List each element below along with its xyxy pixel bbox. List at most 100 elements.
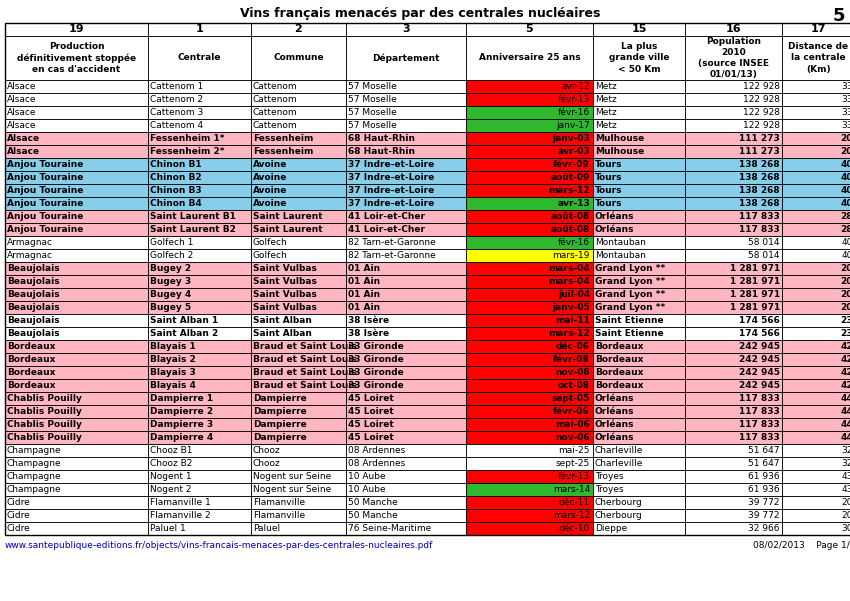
Text: 1 281 971: 1 281 971 <box>730 264 780 273</box>
Text: Chooz B2: Chooz B2 <box>150 459 192 468</box>
Text: 2: 2 <box>295 25 303 34</box>
Bar <box>782 444 850 457</box>
Text: Saint Laurent B1: Saint Laurent B1 <box>150 212 235 221</box>
Text: 33: 33 <box>842 95 850 104</box>
Text: 111 273: 111 273 <box>740 147 780 156</box>
Bar <box>685 405 782 418</box>
Bar <box>5 496 148 509</box>
Bar <box>5 522 148 535</box>
Text: mai-25: mai-25 <box>558 446 590 455</box>
Text: mai-11: mai-11 <box>555 316 590 325</box>
Bar <box>593 80 685 93</box>
Text: Chablis Pouilly: Chablis Pouilly <box>7 420 82 429</box>
Bar <box>346 522 466 535</box>
Bar <box>346 210 466 223</box>
Text: 32 966: 32 966 <box>749 524 780 533</box>
Text: Metz: Metz <box>595 121 617 130</box>
Bar <box>593 366 685 379</box>
Text: Fessenheim: Fessenheim <box>253 147 314 156</box>
Text: www.santepublique-editions.fr/objects/vins-francais-menaces-par-des-centrales-nu: www.santepublique-editions.fr/objects/vi… <box>5 541 434 550</box>
Text: nov-06: nov-06 <box>555 433 590 442</box>
Text: 20: 20 <box>842 498 850 507</box>
Text: Cattenom 3: Cattenom 3 <box>150 108 203 117</box>
Bar <box>251 197 346 210</box>
Text: Orléans: Orléans <box>595 212 634 221</box>
Bar <box>782 106 850 119</box>
Bar <box>346 405 466 418</box>
Text: Cidre: Cidre <box>7 498 31 507</box>
Text: Flamanville 1: Flamanville 1 <box>150 498 211 507</box>
Bar <box>593 93 685 106</box>
Bar <box>593 210 685 223</box>
Text: 40: 40 <box>841 199 850 208</box>
Text: Fessenheim 2*: Fessenheim 2* <box>150 147 224 156</box>
Text: 138 268: 138 268 <box>740 186 780 195</box>
Bar <box>148 158 251 171</box>
Bar <box>346 197 466 210</box>
Bar <box>5 80 148 93</box>
Bar <box>5 184 148 197</box>
Bar <box>148 132 251 145</box>
Bar <box>466 275 593 288</box>
Text: 28: 28 <box>841 212 850 221</box>
Text: févr-13: févr-13 <box>558 472 590 481</box>
Bar <box>5 327 148 340</box>
Bar <box>148 496 251 509</box>
Text: 40: 40 <box>842 251 850 260</box>
Text: 40: 40 <box>841 186 850 195</box>
Bar <box>685 236 782 249</box>
Bar <box>466 249 593 262</box>
Text: 61 936: 61 936 <box>748 472 780 481</box>
Bar <box>346 119 466 132</box>
Text: 242 945: 242 945 <box>739 342 780 351</box>
Bar <box>148 106 251 119</box>
Bar <box>5 210 148 223</box>
Text: 08 Ardennes: 08 Ardennes <box>348 459 405 468</box>
Bar <box>251 36 346 80</box>
Text: 39 772: 39 772 <box>749 511 780 520</box>
Text: Tours: Tours <box>595 199 622 208</box>
Bar <box>593 145 685 158</box>
Bar <box>5 23 850 535</box>
Text: 58 014: 58 014 <box>749 251 780 260</box>
Text: févr-13: févr-13 <box>558 95 590 104</box>
Bar <box>251 288 346 301</box>
Bar <box>466 301 593 314</box>
Bar <box>593 119 685 132</box>
Text: Saint Vulbas: Saint Vulbas <box>253 277 317 286</box>
Text: 51 647: 51 647 <box>749 446 780 455</box>
Text: Beaujolais: Beaujolais <box>7 316 60 325</box>
Bar <box>346 93 466 106</box>
Bar <box>5 418 148 431</box>
Bar <box>685 80 782 93</box>
Bar <box>685 93 782 106</box>
Bar <box>685 457 782 470</box>
Text: 57 Moselle: 57 Moselle <box>348 108 397 117</box>
Text: Grand Lyon **: Grand Lyon ** <box>595 303 666 312</box>
Text: juil-04: juil-04 <box>558 290 590 299</box>
Bar <box>782 223 850 236</box>
Text: 45 Loiret: 45 Loiret <box>348 407 394 416</box>
Bar <box>346 392 466 405</box>
Bar <box>251 340 346 353</box>
Text: 10 Aube: 10 Aube <box>348 472 386 481</box>
Bar <box>466 405 593 418</box>
Text: Saint Alban: Saint Alban <box>253 329 312 338</box>
Text: Bugey 2: Bugey 2 <box>150 264 191 273</box>
Text: Chooz: Chooz <box>253 459 280 468</box>
Text: Cattenom: Cattenom <box>253 82 298 91</box>
Bar <box>148 444 251 457</box>
Bar <box>782 158 850 171</box>
Text: Blayais 2: Blayais 2 <box>150 355 196 364</box>
Text: 45 Loiret: 45 Loiret <box>348 420 394 429</box>
Text: janv-05: janv-05 <box>552 303 590 312</box>
Bar <box>593 470 685 483</box>
Bar <box>466 431 593 444</box>
Text: 32: 32 <box>842 446 850 455</box>
Bar <box>346 418 466 431</box>
Bar <box>148 184 251 197</box>
Bar <box>5 119 148 132</box>
Text: Flamanville: Flamanville <box>253 511 305 520</box>
Text: Commune: Commune <box>273 53 324 63</box>
Text: Chablis Pouilly: Chablis Pouilly <box>7 433 82 442</box>
